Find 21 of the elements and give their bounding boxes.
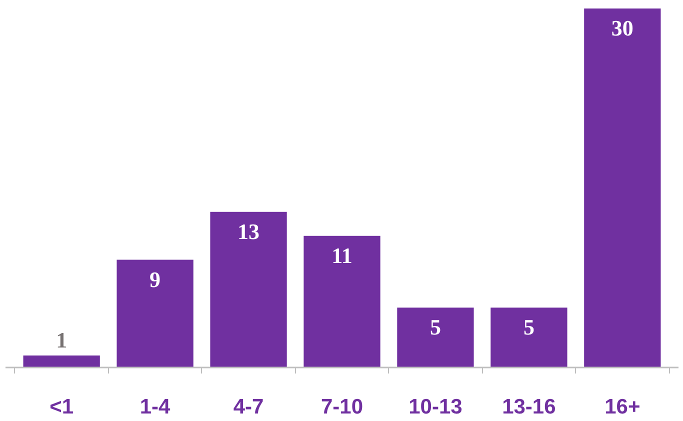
x-tick-label: 16+ <box>604 396 640 418</box>
x-tick-label: 13-16 <box>502 396 556 418</box>
x-tick-label: 7-10 <box>320 396 364 418</box>
bar <box>210 212 287 368</box>
bar <box>490 308 568 368</box>
data-label: 30 <box>611 16 634 40</box>
data-label: 13 <box>238 218 260 244</box>
bar <box>397 308 474 368</box>
x-tick-label: 4-7 <box>233 396 264 418</box>
bar <box>584 8 661 368</box>
x-tick-label: 1-4 <box>140 396 171 418</box>
bar <box>23 356 100 368</box>
data-label: 5 <box>523 314 534 340</box>
x-tick-label: <1 <box>50 396 74 418</box>
data-label: 11 <box>332 242 352 268</box>
bar <box>116 260 194 368</box>
data-label: 1 <box>56 328 68 353</box>
data-label: 9 <box>150 266 161 292</box>
x-tick-label: 10-13 <box>408 396 462 418</box>
data-label: 5 <box>430 314 441 340</box>
bar <box>304 236 380 368</box>
